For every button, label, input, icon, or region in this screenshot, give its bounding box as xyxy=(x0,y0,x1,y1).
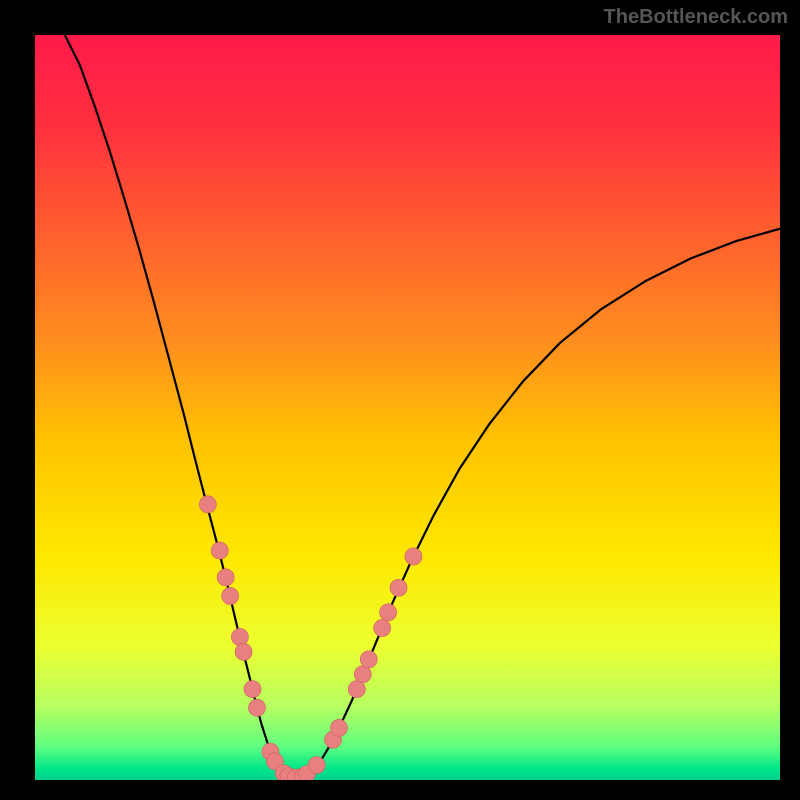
data-marker xyxy=(330,719,347,736)
plot-area xyxy=(35,35,780,780)
data-markers xyxy=(199,496,422,780)
data-marker xyxy=(360,651,377,668)
data-marker xyxy=(390,579,407,596)
data-marker xyxy=(374,620,391,637)
bottleneck-curve xyxy=(35,35,780,780)
data-marker xyxy=(308,757,325,774)
data-marker xyxy=(235,643,252,660)
data-marker xyxy=(354,666,371,683)
data-marker xyxy=(380,604,397,621)
watermark-text: TheBottleneck.com xyxy=(604,6,788,29)
data-marker xyxy=(249,699,266,716)
data-marker xyxy=(211,542,228,559)
data-marker xyxy=(217,569,234,586)
data-marker xyxy=(222,587,239,604)
data-marker xyxy=(348,681,365,698)
data-marker xyxy=(244,681,261,698)
data-marker xyxy=(405,548,422,565)
data-marker xyxy=(231,628,248,645)
data-marker xyxy=(199,496,216,513)
